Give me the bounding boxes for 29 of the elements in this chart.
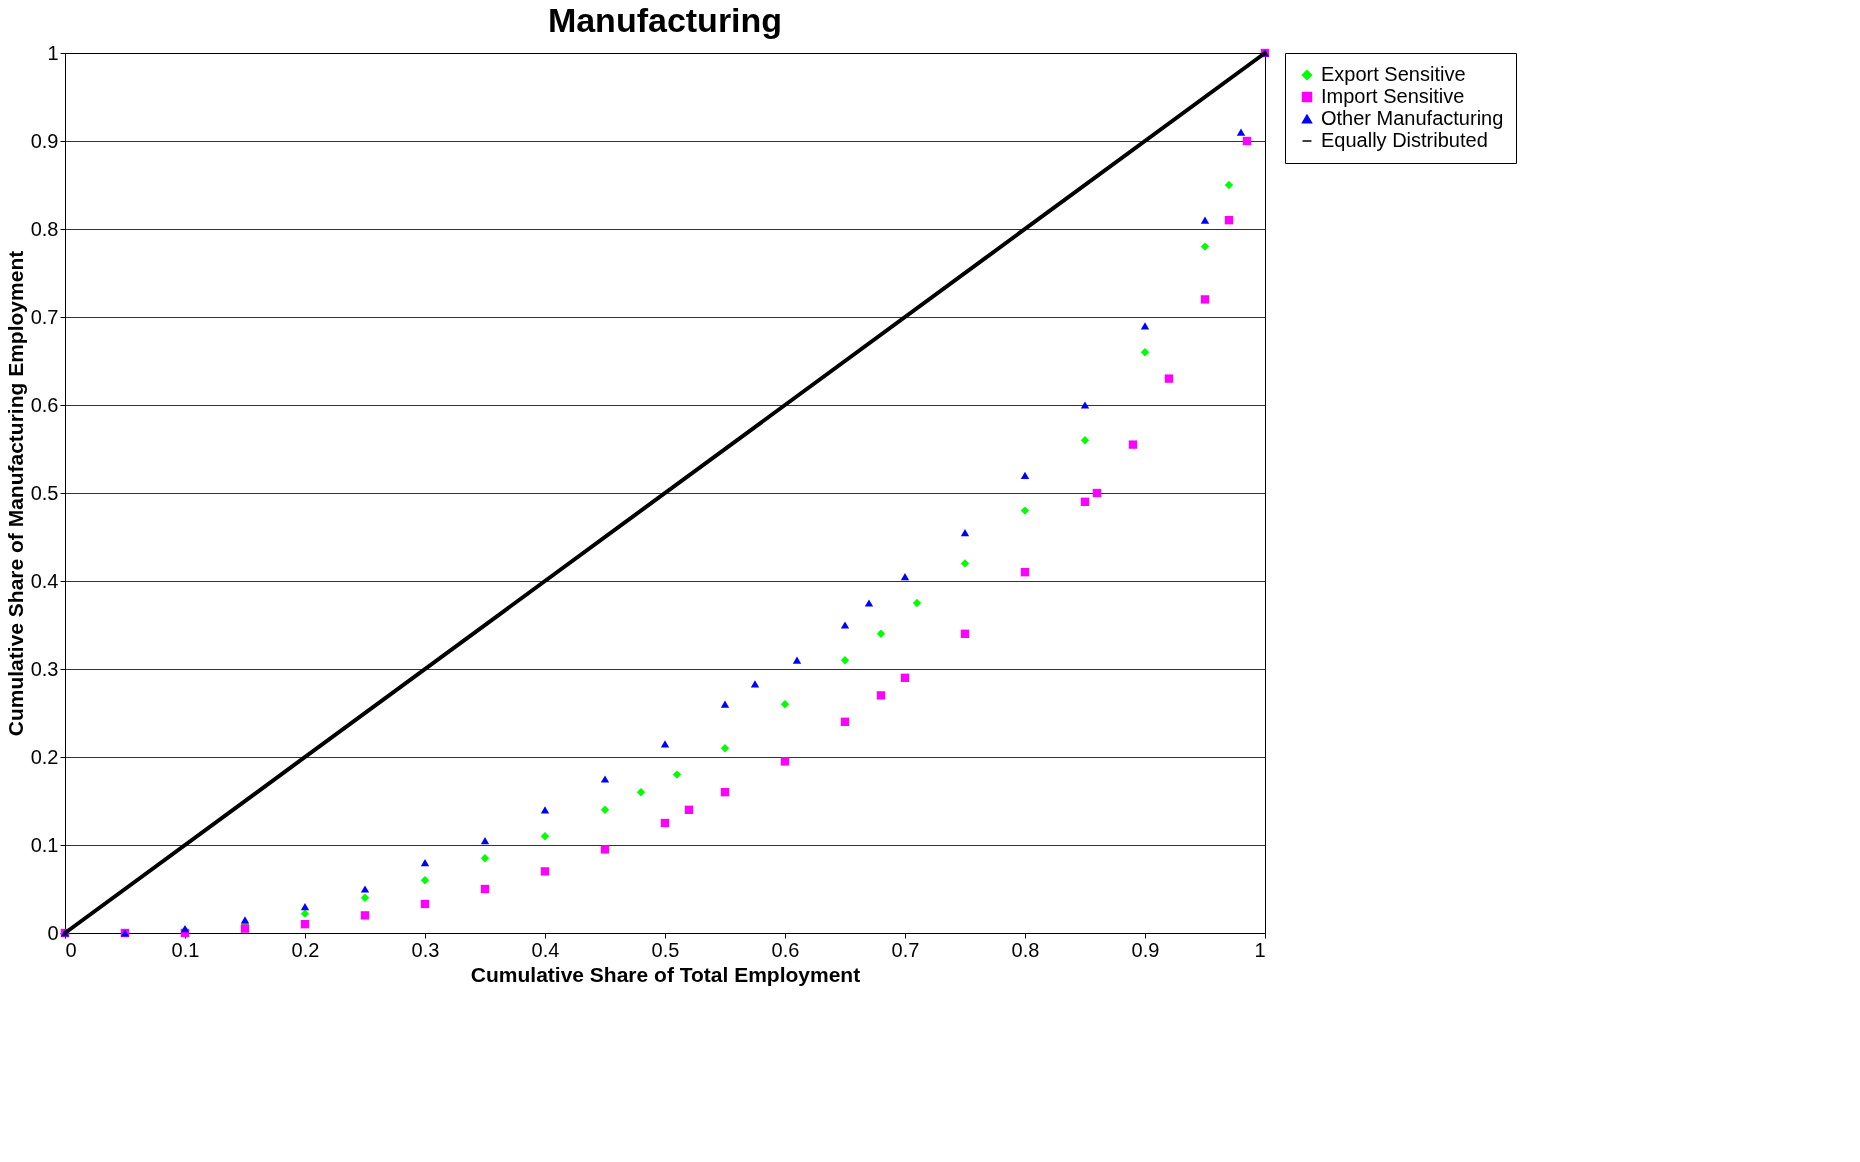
y-tick-label: 0.2 [30, 745, 59, 768]
legend-label: Equally Distributed [1321, 129, 1488, 151]
x-tick-label: 0 [65, 938, 77, 961]
y-tick-label: 1 [47, 41, 59, 64]
legend-label: Export Sensitive [1321, 63, 1466, 85]
x-tick-label: 0.3 [411, 938, 440, 961]
y-tick-label: 0.9 [30, 129, 59, 152]
y-tick-label: 0.5 [30, 481, 59, 504]
x-tick-label: 0.4 [531, 938, 560, 961]
chart-title: Manufacturing [547, 1, 783, 39]
y-tick-label: 0 [47, 921, 59, 944]
x-tick-label: 0.7 [891, 938, 920, 961]
y-tick-label: 0.3 [30, 657, 59, 680]
legend-label: Other Manufacturing [1321, 107, 1504, 129]
y-tick-label: 0.4 [30, 569, 59, 592]
x-tick-label: 0.8 [1011, 938, 1040, 961]
y-tick-label: 0.7 [30, 305, 59, 328]
y-tick-label: 0.6 [30, 393, 59, 416]
y-axis-title: Cumulative Share of Manufacturing Employment [3, 250, 27, 737]
y-tick-label: 0.1 [30, 833, 59, 856]
y-tick-label: 0.8 [30, 217, 59, 240]
x-tick-label: 0.9 [1131, 938, 1160, 961]
x-tick-label: 0.6 [771, 938, 800, 961]
x-tick-label: 0.5 [651, 938, 680, 961]
legend-label: Import Sensitive [1321, 85, 1465, 107]
x-axis-title: Cumulative Share of Total Employment [470, 962, 861, 986]
x-tick-label: 1 [1254, 938, 1266, 961]
x-tick-label: 0.2 [291, 938, 320, 961]
x-tick-label: 0.1 [171, 938, 200, 961]
